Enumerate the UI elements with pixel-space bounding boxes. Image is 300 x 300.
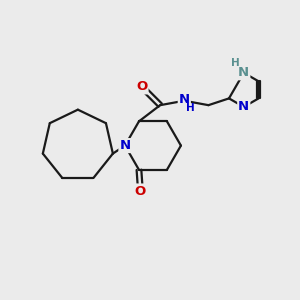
Text: N: N (238, 100, 249, 113)
Text: N: N (238, 66, 249, 79)
Text: N: N (119, 139, 130, 152)
Text: H: H (186, 103, 195, 113)
Text: O: O (136, 80, 148, 93)
Text: O: O (135, 184, 146, 197)
Text: N: N (179, 93, 190, 106)
Text: H: H (231, 58, 240, 68)
